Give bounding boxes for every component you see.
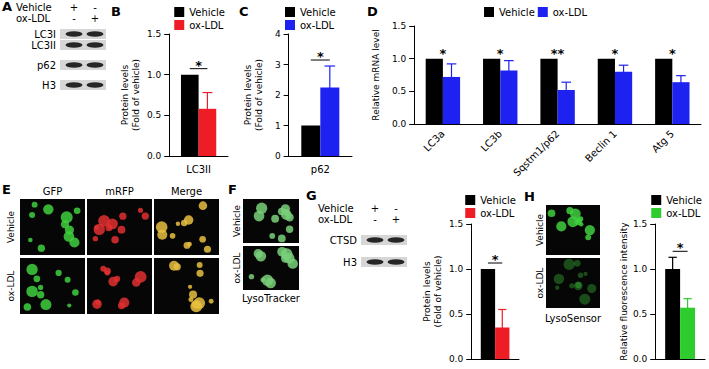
svg-text:LC3II: LC3II	[31, 40, 56, 51]
svg-text:Vehicle: Vehicle	[232, 204, 242, 237]
svg-text:0.0: 0.0	[147, 151, 162, 161]
svg-text:LysoTracker: LysoTracker	[242, 293, 301, 304]
svg-text:G: G	[306, 188, 317, 203]
svg-text:ox-LDL: ox-LDL	[232, 253, 242, 284]
svg-text:1: 1	[275, 121, 281, 131]
svg-text:A: A	[2, 0, 12, 14]
svg-text:1.5: 1.5	[147, 29, 161, 39]
svg-text:Vehicle: Vehicle	[666, 195, 702, 206]
svg-text:(Fold of vehicle): (Fold of vehicle)	[433, 255, 443, 327]
svg-text:-: -	[72, 13, 76, 24]
svg-text:ox-LDL: ox-LDL	[318, 214, 353, 225]
svg-text:p62: p62	[311, 164, 330, 175]
svg-text:Relative mRNA level: Relative mRNA level	[371, 29, 381, 120]
svg-text:1.0: 1.0	[633, 264, 648, 274]
svg-text:ox-LDL: ox-LDL	[553, 7, 588, 18]
svg-text:ox-LDL: ox-LDL	[666, 208, 701, 219]
svg-text:0.0: 0.0	[449, 354, 464, 364]
svg-text:2: 2	[275, 90, 281, 100]
svg-text:*: *	[439, 46, 446, 61]
svg-text:Vehicle: Vehicle	[480, 195, 516, 206]
svg-text:0.0: 0.0	[633, 354, 648, 364]
svg-text:*: *	[317, 49, 324, 64]
svg-text:LC3a: LC3a	[421, 128, 446, 153]
svg-text:Sqstm1/p62: Sqstm1/p62	[511, 128, 561, 178]
svg-text:Protein levels: Protein levels	[243, 64, 253, 125]
svg-text:(Fold of vehicle): (Fold of vehicle)	[254, 59, 264, 131]
svg-text:0.5: 0.5	[147, 110, 161, 120]
svg-text:E: E	[2, 182, 11, 197]
svg-text:1.5: 1.5	[449, 219, 463, 229]
svg-text:-: -	[93, 2, 97, 13]
svg-text:0.5: 0.5	[633, 309, 647, 319]
svg-text:Merge: Merge	[171, 186, 202, 197]
svg-text:p62: p62	[37, 60, 56, 71]
svg-text:0.5: 0.5	[449, 309, 463, 319]
svg-text:LC3b: LC3b	[479, 128, 505, 154]
svg-text:B: B	[111, 4, 121, 19]
svg-text:CTSD: CTSD	[330, 235, 357, 246]
svg-text:D: D	[367, 4, 378, 19]
svg-text:1.0: 1.0	[392, 54, 407, 64]
svg-text:1.0: 1.0	[147, 70, 162, 80]
svg-text:F: F	[228, 182, 237, 197]
svg-text:-: -	[394, 203, 398, 214]
svg-text:ox-LDL: ox-LDL	[189, 20, 224, 31]
svg-text:ox-LDL: ox-LDL	[300, 20, 335, 31]
svg-text:*: *	[677, 240, 684, 255]
svg-text:1.5: 1.5	[392, 21, 406, 31]
svg-text:*: *	[669, 46, 676, 61]
svg-text:Protein levels: Protein levels	[422, 261, 432, 322]
svg-text:Atg 5: Atg 5	[650, 128, 676, 154]
svg-text:GFP: GFP	[43, 186, 63, 197]
svg-text:Beclin 1: Beclin 1	[583, 128, 619, 164]
svg-text:ox-LDL: ox-LDL	[16, 13, 51, 24]
svg-text:1.0: 1.0	[449, 264, 464, 274]
svg-text:ox-LDL: ox-LDL	[480, 208, 515, 219]
svg-text:Vehicle: Vehicle	[6, 210, 16, 243]
svg-text:*: *	[497, 46, 504, 61]
svg-text:H3: H3	[343, 257, 357, 268]
svg-text:+: +	[371, 203, 379, 214]
svg-text:Relative fluorescence intensit: Relative fluorescence intensity	[619, 222, 629, 361]
svg-text:*: *	[492, 252, 499, 267]
svg-text:+: +	[70, 2, 78, 13]
svg-text:0.5: 0.5	[392, 86, 406, 96]
svg-text:ox-LDL: ox-LDL	[6, 271, 16, 302]
svg-text:*: *	[195, 58, 202, 73]
svg-text:+: +	[91, 13, 99, 24]
svg-text:LC3II: LC3II	[186, 164, 211, 175]
svg-text:H3: H3	[42, 80, 56, 91]
svg-text:-: -	[373, 214, 377, 225]
svg-text:(Fold of vehicle): (Fold of vehicle)	[131, 59, 141, 131]
svg-text:C: C	[239, 4, 249, 19]
svg-text:Vehicle: Vehicle	[499, 7, 535, 18]
svg-text:ox-LDL: ox-LDL	[535, 268, 545, 299]
svg-text:*: *	[612, 46, 619, 61]
svg-text:H: H	[524, 189, 535, 204]
svg-text:+: +	[392, 214, 400, 225]
svg-text:Vehicle: Vehicle	[16, 2, 52, 13]
svg-text:3: 3	[275, 60, 281, 70]
svg-text:**: **	[551, 46, 565, 61]
svg-text:LC3I: LC3I	[34, 29, 56, 40]
svg-text:0.0: 0.0	[392, 119, 407, 129]
svg-text:mRFP: mRFP	[105, 186, 133, 197]
svg-text:1.5: 1.5	[633, 219, 647, 229]
svg-text:0: 0	[275, 151, 281, 161]
svg-text:LysoSensor: LysoSensor	[545, 313, 602, 324]
svg-text:Vehicle: Vehicle	[300, 7, 336, 18]
svg-text:4: 4	[275, 29, 281, 39]
svg-text:Vehicle: Vehicle	[189, 7, 225, 18]
svg-text:Protein levels: Protein levels	[120, 64, 130, 125]
svg-text:Vehicle: Vehicle	[318, 203, 354, 214]
svg-text:Vehicle: Vehicle	[535, 213, 545, 246]
